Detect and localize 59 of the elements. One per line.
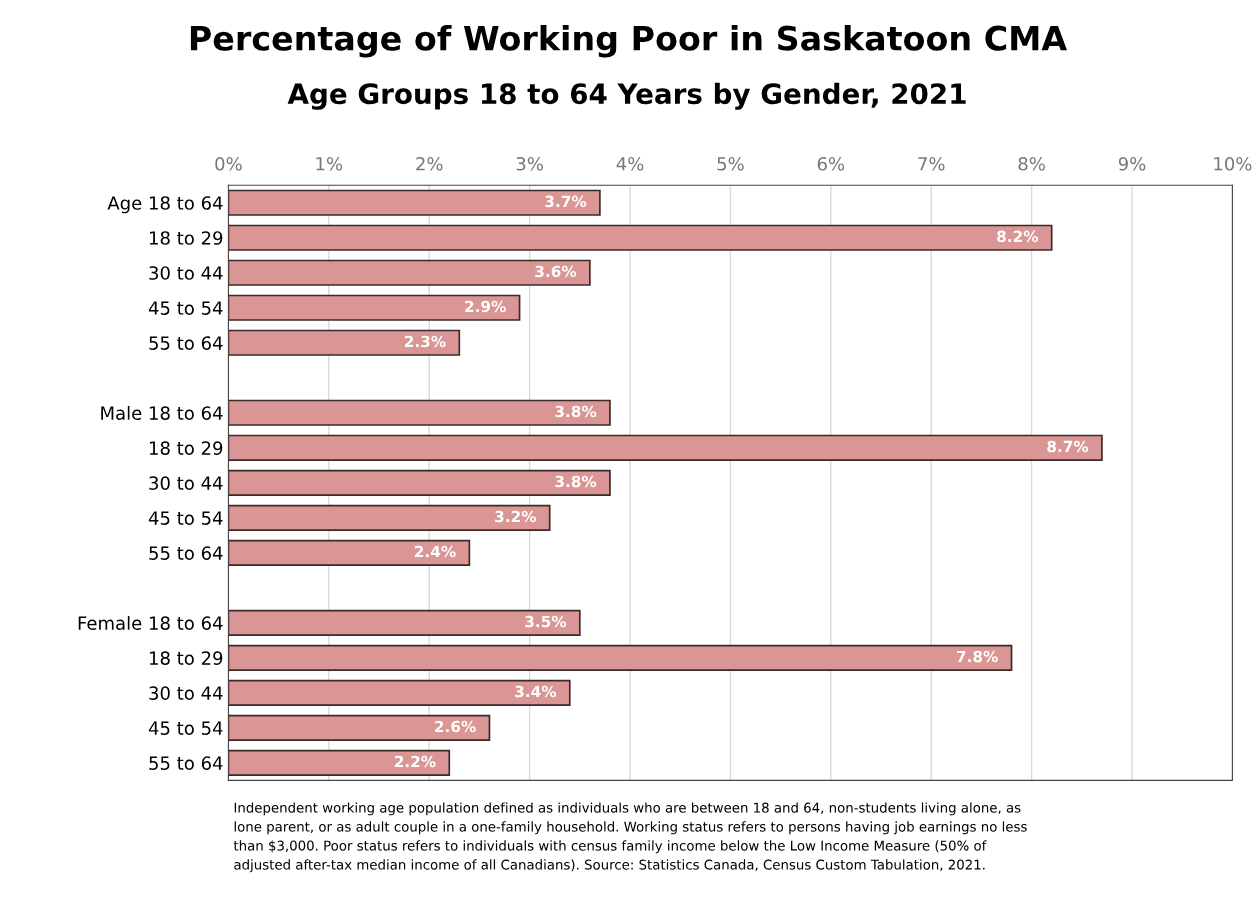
x-tick-label: 3% (516, 156, 543, 171)
bar (228, 224, 1053, 251)
data-label: 3.5% (525, 615, 567, 628)
data-label: 8.2% (997, 230, 1039, 243)
bar (228, 399, 611, 426)
text: Independent working age population defined as individuals who are between 18 and 64, non-students living alone, as lone parent, or as adult couple in a one-family household. Working status refers to persons having job earnings no less than $3,000. Poor status refers to individuals with census family income below the Low Income Measure (50% of adjusted after-tax median income of all Canadians). Source: Statistics Canada, Census Custom Tabulation, 2021. (233, 802, 1027, 873)
chart-subtitle: Age Groups 18 to 64 Years by Gender, 2021 (287, 82, 966, 110)
data-label: 3.6% (535, 265, 577, 278)
data-label: 7.8% (957, 650, 998, 663)
x-tick-label: 2% (416, 156, 443, 171)
data-label: 3.2% (495, 510, 537, 523)
data-label: 2.6% (435, 720, 476, 733)
y-tick-label: Male 18 to 64 (101, 405, 223, 420)
data-label: 2.3% (404, 335, 446, 348)
bar (228, 749, 451, 776)
y-tick-label: 30 to 44 (149, 686, 223, 700)
bar (228, 469, 611, 496)
x-tick-label: 4% (616, 156, 644, 171)
x-tick-label: 5% (717, 156, 744, 171)
y-tick-label: 45 to 54 (148, 511, 223, 525)
x-tick-label: 1% (316, 156, 343, 171)
data-label: 3.8% (555, 475, 597, 488)
y-tick-label: 55 to 64 (149, 546, 223, 560)
x-tick-label: 6% (817, 156, 845, 171)
data-label: 2.4% (415, 545, 456, 558)
y-tick-label: 55 to 64 (149, 756, 223, 770)
data-label: 2.2% (394, 755, 436, 768)
data-label: 8.7% (1047, 440, 1089, 453)
y-tick-label: 45 to 54 (148, 721, 223, 735)
data-label: 3.7% (545, 195, 587, 208)
bar (228, 189, 601, 216)
y-tick-label: 45 to 54 (148, 301, 223, 315)
x-tick-label: 9% (1118, 156, 1146, 171)
chart-title: Percentage of Working Poor in Saskatoon CMA (190, 25, 1067, 58)
bar (228, 294, 521, 321)
bar (228, 434, 1103, 461)
bar (228, 329, 461, 356)
bar (228, 644, 1013, 671)
data-label: 3.8% (555, 405, 597, 418)
x-tick-label: 7% (918, 156, 945, 171)
x-tick-label: 10% (1214, 156, 1252, 171)
y-tick-label: 55 to 64 (149, 336, 223, 350)
bar (228, 539, 471, 566)
y-tick-label: 30 to 44 (149, 266, 223, 280)
bar (228, 504, 551, 531)
y-tick-label: 30 to 44 (149, 476, 223, 490)
bar (228, 259, 591, 286)
x-tick-label: 8% (1018, 156, 1045, 171)
bar (228, 679, 571, 706)
y-tick-label: 18 to 29 (149, 441, 223, 455)
data-label: 2.9% (465, 300, 506, 313)
y-tick-label: 18 to 29 (149, 231, 223, 245)
y-tick-label: 18 to 29 (149, 651, 223, 665)
bar (228, 609, 581, 636)
x-tick-label: 0% (215, 156, 242, 171)
bar (228, 714, 491, 741)
data-label: 3.4% (515, 685, 557, 698)
y-tick-label: Female 18 to 64 (78, 615, 223, 630)
y-tick-label: Age 18 to 64 (107, 196, 223, 214)
